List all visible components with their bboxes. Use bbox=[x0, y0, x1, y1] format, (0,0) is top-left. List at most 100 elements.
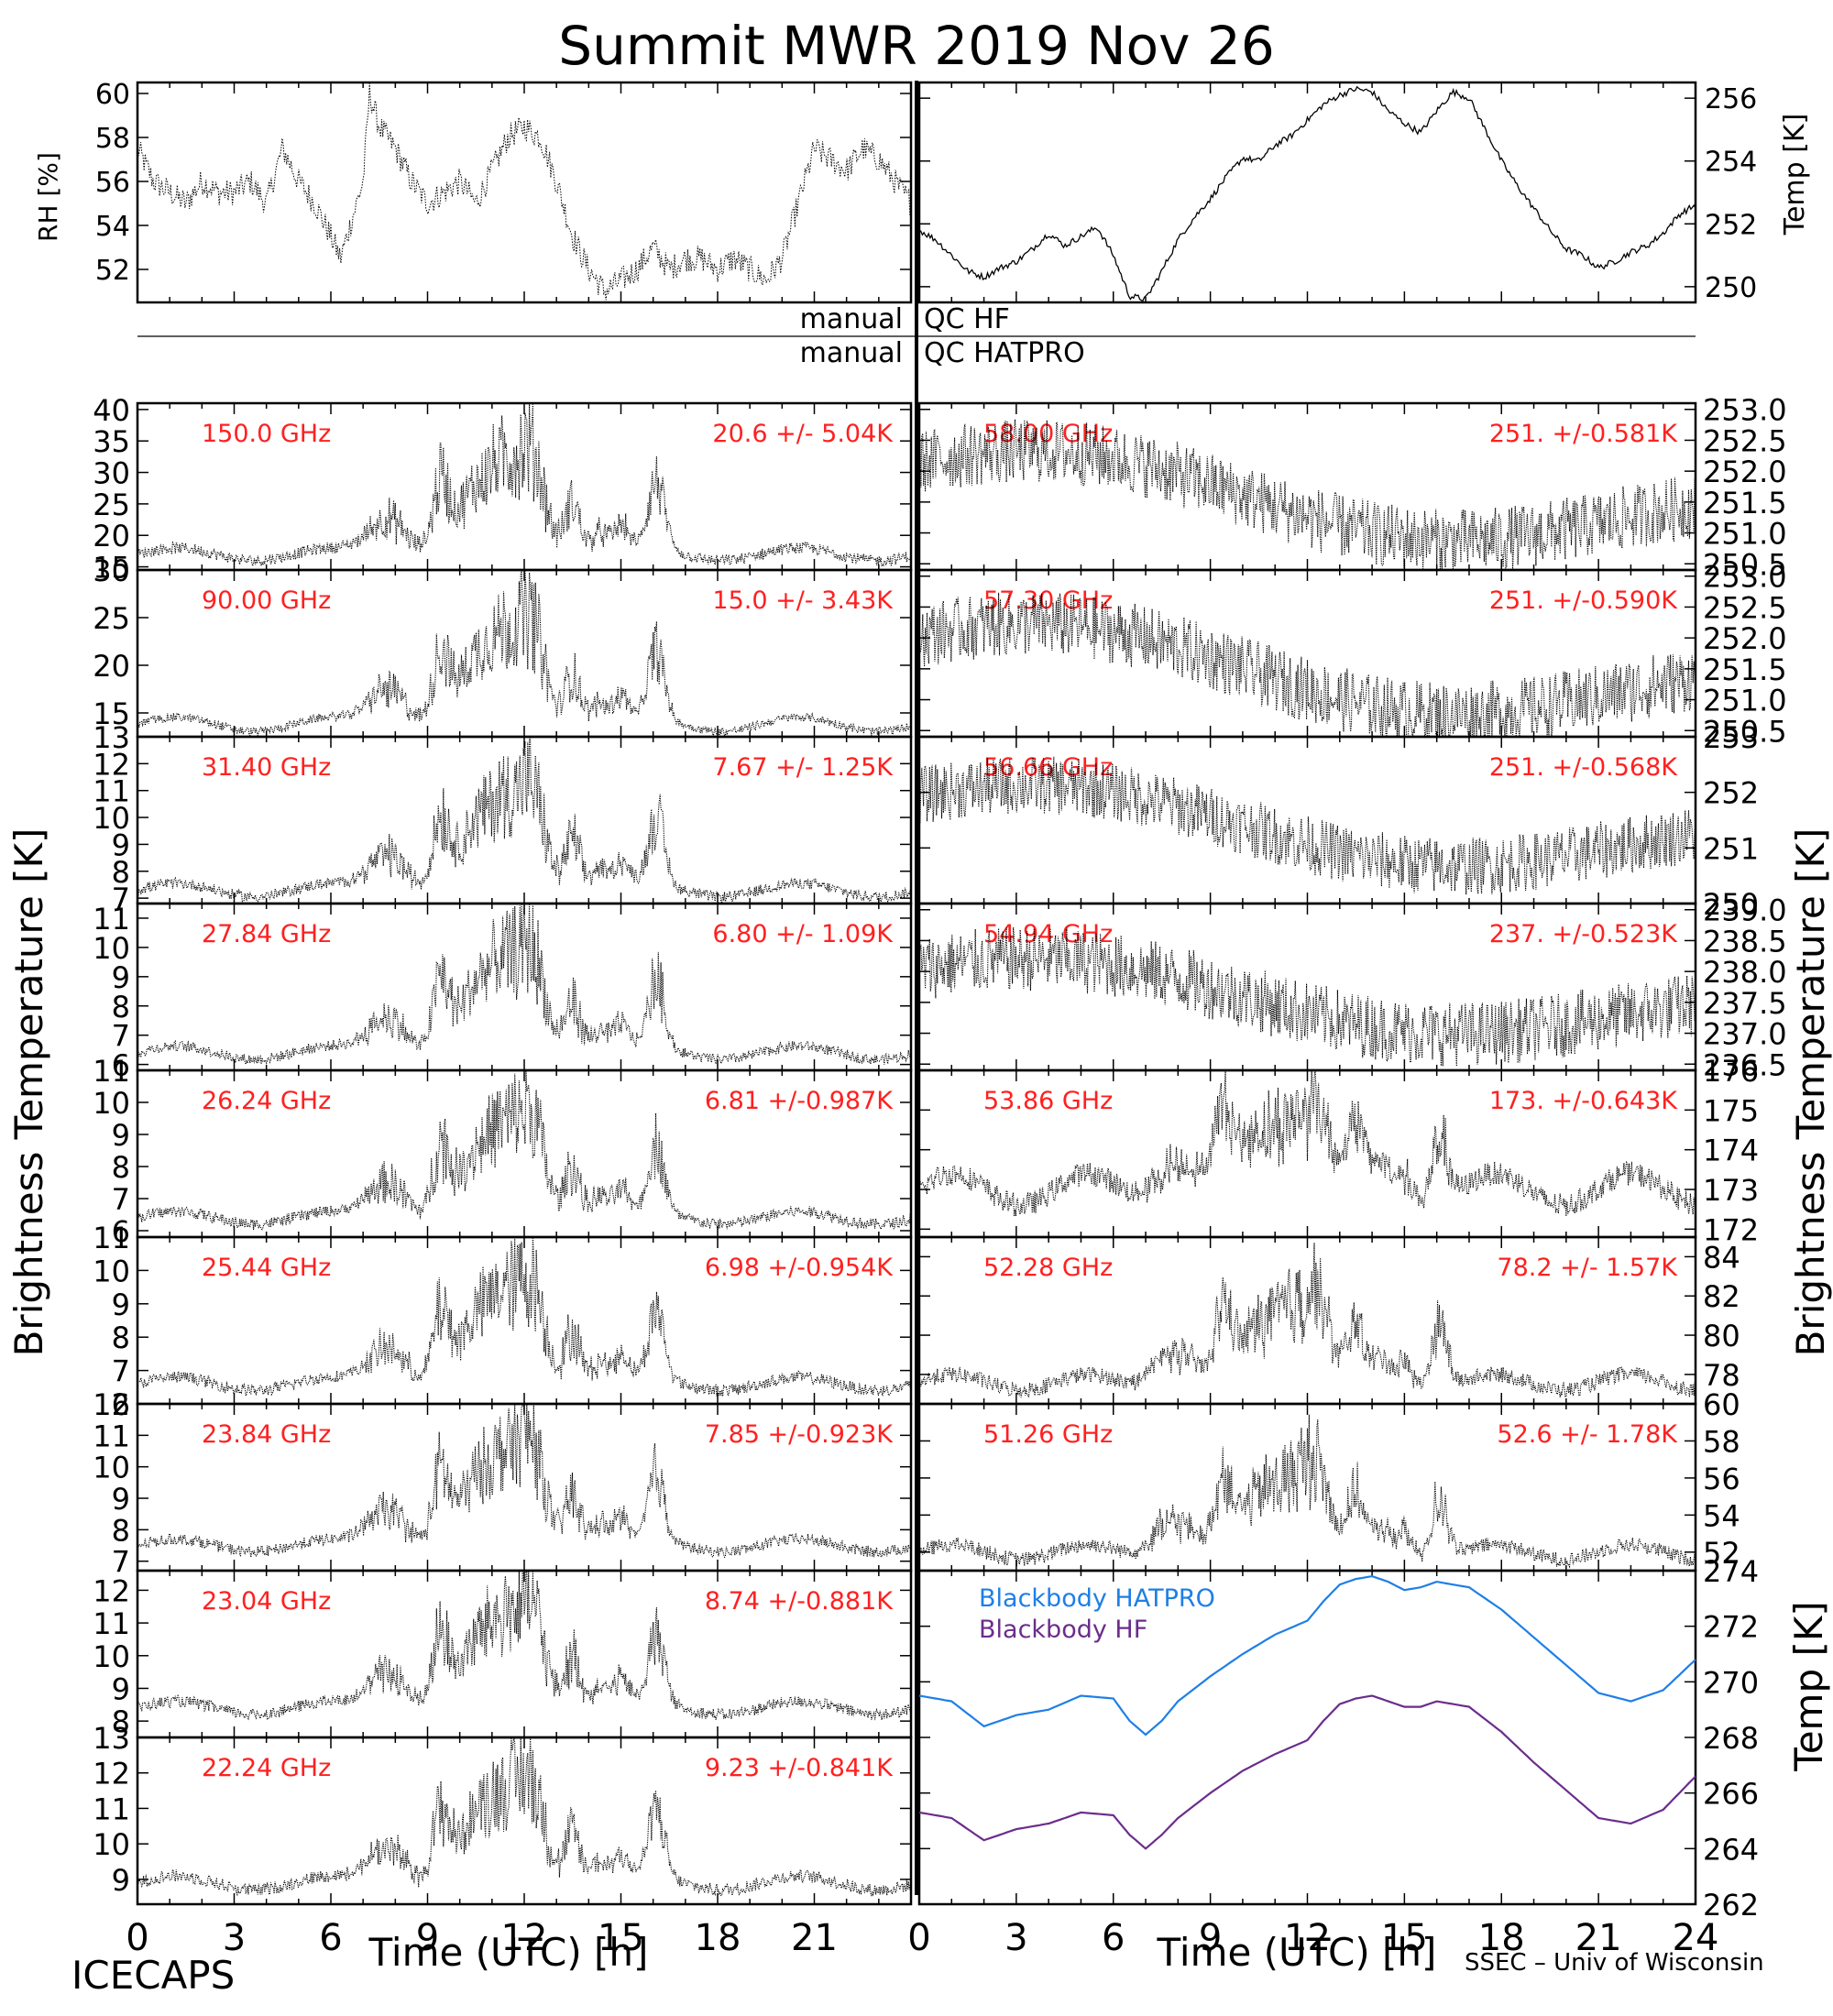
right-panel-1-ytick-label: 251.5 bbox=[1703, 486, 1787, 520]
qc-row1-right: QC HF bbox=[924, 303, 1010, 335]
blackbody-ytick-label: 264 bbox=[1703, 1832, 1759, 1867]
right-panel-7-ytick-label: 58 bbox=[1703, 1424, 1740, 1459]
left-panel-4-ytick-label: 11 bbox=[93, 902, 130, 937]
left-panel-2-ytick-label: 30 bbox=[93, 553, 130, 588]
right-panel-3-stats-label: 251. +/-0.568K bbox=[1489, 753, 1678, 782]
right-panel-3-ytick-label: 251 bbox=[1703, 831, 1759, 866]
left-panel-9-ytick-label: 12 bbox=[93, 1757, 130, 1791]
x-tick-label-left: 3 bbox=[223, 1917, 246, 1959]
rh-ytick-label: 56 bbox=[95, 167, 130, 199]
right-panel-3-ytick-label: 252 bbox=[1703, 776, 1759, 811]
left-panel-5-series-trace bbox=[137, 1069, 912, 1231]
panels: 5254565860250252254256152025303540152025… bbox=[93, 79, 1786, 1959]
left-panel-3-frequency-label: 31.40 GHz bbox=[202, 753, 331, 782]
right-panel-4-ytick-label: 239.0 bbox=[1703, 893, 1787, 928]
left-panel-8-ytick-label: 10 bbox=[93, 1639, 130, 1674]
left-panel-8-ytick-label: 12 bbox=[93, 1573, 130, 1608]
right-panel-3-ytick-label: 250 bbox=[1703, 887, 1759, 922]
rh-trace bbox=[137, 82, 912, 301]
left-panel-7-ytick-label: 7 bbox=[112, 1545, 130, 1580]
left-panel-8-stats-label: 8.74 +/-0.881K bbox=[705, 1587, 894, 1616]
bt-left-axis-label: Brightness Temperature [K] bbox=[6, 828, 51, 1357]
left-panel-1-ytick-label: 35 bbox=[93, 424, 130, 459]
rh-ytick-label: 54 bbox=[95, 211, 130, 243]
left-panel-8-ytick-label: 9 bbox=[112, 1671, 130, 1706]
left-panel-1-series-trace bbox=[137, 402, 912, 568]
left-panel-7-ytick-label: 12 bbox=[93, 1387, 130, 1422]
left-panel-7-stats-label: 7.85 +/-0.923K bbox=[705, 1420, 894, 1449]
x-tick-label-right: 18 bbox=[1478, 1917, 1525, 1959]
right-panel-5-ytick-label: 172 bbox=[1703, 1212, 1759, 1247]
qc-row2-left: manual bbox=[800, 337, 903, 369]
right-panel-5-ytick-label: 176 bbox=[1703, 1054, 1759, 1089]
blackbody-ytick-label: 272 bbox=[1703, 1610, 1759, 1645]
x-tick-label-right: 3 bbox=[1004, 1917, 1027, 1959]
left-panel-3-ytick-label: 12 bbox=[93, 747, 130, 782]
left-panel-9-frequency-label: 22.24 GHz bbox=[202, 1754, 331, 1782]
left-panel-4-ytick-label: 7 bbox=[112, 1019, 130, 1054]
right-panel-4-ytick-label: 236.5 bbox=[1703, 1047, 1787, 1082]
rh-ytick-label: 58 bbox=[95, 123, 130, 155]
right-panel-1-ytick-label: 252.0 bbox=[1703, 455, 1787, 489]
left-panel-7-ytick-label: 9 bbox=[112, 1482, 130, 1517]
right-panel-2-ytick-label: 252.0 bbox=[1703, 621, 1787, 656]
left-panel-8-ytick-label: 8 bbox=[112, 1704, 130, 1739]
right-panel-4-ytick-label: 238.0 bbox=[1703, 955, 1787, 990]
right-panel-2-ytick-label: 251.5 bbox=[1703, 652, 1787, 687]
right-panel-7-ytick-label: 56 bbox=[1703, 1462, 1740, 1496]
right-panel-1-ytick-label: 250.5 bbox=[1703, 547, 1787, 582]
left-panel-4-series-trace bbox=[137, 903, 912, 1067]
left-panel-1-stats-label: 20.6 +/- 5.04K bbox=[712, 420, 894, 448]
x-tick-label-right: 9 bbox=[1199, 1917, 1222, 1959]
left-panel-9-ytick-label: 10 bbox=[93, 1827, 130, 1862]
left-panel-3-ytick-label: 8 bbox=[112, 855, 130, 890]
rh-ytick-label: 60 bbox=[95, 79, 130, 111]
left-panel-1-ytick-label: 20 bbox=[93, 519, 130, 553]
x-tick-label-left: 0 bbox=[126, 1917, 148, 1959]
right-panel-7-series-trace bbox=[918, 1414, 1696, 1569]
right-panel-1-ytick-label: 251.0 bbox=[1703, 517, 1787, 552]
right-panel-1-series-trace bbox=[918, 419, 1696, 571]
left-panel-1-ytick-label: 25 bbox=[93, 488, 130, 522]
time-axis-label-right: Time (UTC) [h] bbox=[1157, 1930, 1437, 1975]
right-panel-4-ytick-label: 237.0 bbox=[1703, 1017, 1787, 1052]
x-tick-label-left: 12 bbox=[501, 1917, 548, 1959]
right-panel-6-ytick-label: 84 bbox=[1703, 1240, 1740, 1275]
blackbody-ytick-label: 266 bbox=[1703, 1777, 1759, 1812]
left-panel-6-ytick-label: 9 bbox=[112, 1287, 130, 1322]
left-panel-1-frequency-label: 150.0 GHz bbox=[202, 420, 331, 448]
left-panel-9-stats-label: 9.23 +/-0.841K bbox=[705, 1754, 894, 1782]
right-panel-6-ytick-label: 78 bbox=[1703, 1358, 1740, 1393]
left-panel-6-ytick-label: 8 bbox=[112, 1320, 130, 1355]
right-panel-6-stats-label: 78.2 +/- 1.57K bbox=[1497, 1254, 1678, 1282]
right-panel-4-ytick-label: 237.5 bbox=[1703, 986, 1787, 1021]
bt-right-axis-label: Brightness Temperature [K] bbox=[1788, 828, 1833, 1357]
left-panel-1-ytick-label: 40 bbox=[93, 393, 130, 428]
blackbody-ytick-label: 262 bbox=[1703, 1888, 1759, 1923]
right-panel-5-frequency-label: 53.86 GHz bbox=[983, 1087, 1113, 1115]
right-panel-5-stats-label: 173. +/-0.643K bbox=[1489, 1087, 1678, 1115]
left-panel-5-ytick-label: 7 bbox=[112, 1182, 130, 1217]
left-panel-5-ytick-label: 8 bbox=[112, 1150, 130, 1185]
temp-ytick-label: 252 bbox=[1705, 209, 1757, 241]
right-panel-2-ytick-label: 253.0 bbox=[1703, 560, 1787, 595]
right-panel-4-frequency-label: 54.94 GHz bbox=[983, 920, 1113, 948]
right-panel-5-ytick-label: 173 bbox=[1703, 1173, 1759, 1208]
qc-row2-right: QC HATPRO bbox=[924, 337, 1085, 369]
left-panel-3-ytick-label: 7 bbox=[112, 882, 130, 916]
blackbody-legend-hatpro: Blackbody HATPRO bbox=[979, 1584, 1215, 1613]
left-panel-7-ytick-label: 8 bbox=[112, 1513, 130, 1548]
blackbody-ytick-label: 274 bbox=[1703, 1554, 1759, 1589]
x-tick-label-right: 15 bbox=[1381, 1917, 1428, 1959]
blackbody-series-hf bbox=[918, 1694, 1696, 1850]
right-panel-2-ytick-label: 252.5 bbox=[1703, 590, 1787, 625]
right-panel-7-ytick-label: 60 bbox=[1703, 1387, 1740, 1422]
temp-trace bbox=[918, 85, 1696, 302]
left-panel-2-series-trace bbox=[137, 569, 912, 738]
right-panel-7-stats-label: 52.6 +/- 1.78K bbox=[1497, 1420, 1678, 1449]
temp-top-axis-label: Temp [K] bbox=[1779, 114, 1811, 236]
left-panel-1-ytick-label: 15 bbox=[93, 551, 130, 586]
right-panel-4-stats-label: 237. +/-0.523K bbox=[1489, 920, 1678, 948]
rh-ytick-label: 52 bbox=[95, 255, 130, 287]
